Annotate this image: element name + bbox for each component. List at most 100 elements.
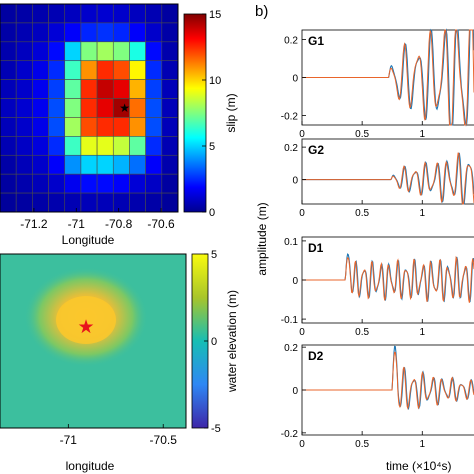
slip-cell <box>80 136 98 156</box>
slip-cell <box>64 60 82 80</box>
slip-cell <box>32 117 49 137</box>
waveform-panel-g2: 0 0.2 0 0.5 1 G2 <box>284 138 474 219</box>
slip-cell <box>161 154 178 175</box>
waveform-x-tick-label: 0 <box>299 208 305 219</box>
slip-colorbar-tick-label: 15 <box>209 9 221 21</box>
waveform-series-2 <box>302 255 474 303</box>
slip-cell <box>32 22 49 43</box>
water-x-tick-label: -70.5 <box>150 433 178 447</box>
waveform-x-tick-label: 1 <box>419 129 425 140</box>
slip-cell <box>112 60 130 80</box>
slip-cell <box>112 79 130 99</box>
slip-cell <box>129 4 146 24</box>
slip-cell <box>64 192 82 212</box>
slip-cell <box>0 154 17 175</box>
slip-cell <box>129 98 146 118</box>
slip-cell <box>64 98 82 118</box>
slip-cell <box>64 4 82 24</box>
slip-cell <box>32 79 49 99</box>
slip-cell <box>15 41 33 62</box>
waveform-x-tick-label: 0.5 <box>355 129 369 140</box>
slip-cell <box>0 173 17 194</box>
slip-cell <box>96 98 114 118</box>
waveform-y-tick-label: 0.2 <box>284 143 298 154</box>
slip-cell <box>32 41 49 62</box>
slip-cell <box>64 22 82 43</box>
slip-cell <box>0 60 17 80</box>
slip-cell <box>145 173 163 194</box>
waveform-x-tick-label: 0.5 <box>355 208 369 219</box>
slip-cell <box>145 98 163 118</box>
slip-cell <box>48 60 66 80</box>
slip-cell <box>112 4 130 24</box>
slip-cell <box>15 22 33 43</box>
waveform-x-tick-label: 1 <box>419 208 425 219</box>
slip-cell <box>96 22 114 43</box>
slip-cell <box>96 173 114 194</box>
slip-cell <box>96 79 114 99</box>
slip-cell <box>0 22 17 43</box>
slip-cell <box>80 117 98 137</box>
slip-cell <box>161 79 178 99</box>
waveform-panel-d1: -0.100.10 0.5 1D1 <box>281 236 474 338</box>
waveform-y-tick-label: 0.2 <box>284 343 298 354</box>
slip-cell <box>96 4 114 24</box>
slip-cell <box>96 117 114 137</box>
slip-colorbar-tick-label: 5 <box>209 141 215 153</box>
slip-cell <box>145 41 163 62</box>
slip-cell <box>48 98 66 118</box>
slip-cell <box>129 79 146 99</box>
water-x-tick-label: -71 <box>60 433 78 447</box>
slip-cell <box>80 22 98 43</box>
slip-cell <box>129 60 146 80</box>
waveform-x-tick-label: 0.5 <box>355 439 369 450</box>
slip-colorbar <box>183 13 207 213</box>
slip-cell <box>80 79 98 99</box>
time-x-label: time (×10⁴s) <box>386 459 452 473</box>
slip-cell <box>48 192 66 212</box>
slip-cell <box>64 41 82 62</box>
waveform-x-tick-label: 1 <box>419 439 425 450</box>
slip-cell <box>15 60 33 80</box>
waveform-panel-label: D2 <box>308 349 324 363</box>
slip-cell <box>145 154 163 175</box>
slip-cell <box>48 22 66 43</box>
slip-cell <box>145 79 163 99</box>
water-x-ticks: -71 -70.5 <box>60 424 178 447</box>
slip-cell <box>48 41 66 62</box>
slip-cell <box>0 4 17 24</box>
slip-cell <box>112 117 130 137</box>
slip-cell <box>64 173 82 194</box>
slip-cell <box>48 117 66 137</box>
slip-colorbar-ticks: 0 5 10 15 <box>202 9 221 219</box>
slip-cell <box>64 154 82 175</box>
water-colorbar-tick-label: 5 <box>211 249 217 261</box>
water-elevation-map <box>0 254 186 428</box>
waveform-y-tick-label: 0 <box>292 386 298 397</box>
waveform-panel-label: D1 <box>308 241 324 255</box>
slip-cell <box>161 41 178 62</box>
slip-cell <box>129 117 146 137</box>
slip-cell <box>48 79 66 99</box>
epicenter-star-icon: ★ <box>119 101 130 115</box>
slip-x-tick-label: -71 <box>68 217 86 231</box>
waveform-panel-label: G1 <box>308 34 324 48</box>
slip-cell <box>80 154 98 175</box>
waveform-y-tick-label: -0.2 <box>281 429 299 440</box>
slip-cell <box>80 98 98 118</box>
slip-x-tick-label: -70.8 <box>105 217 133 231</box>
water-elevation-core <box>56 296 116 344</box>
panel-b-label: b) <box>255 3 268 20</box>
slip-cell <box>161 4 178 24</box>
slip-cell <box>129 173 146 194</box>
slip-cell <box>96 154 114 175</box>
slip-cell <box>15 98 33 118</box>
slip-cell <box>0 41 17 62</box>
slip-cell <box>15 4 33 24</box>
waveform-x-tick-label: 0 <box>299 129 305 140</box>
slip-cell <box>96 192 114 212</box>
slip-cell <box>145 117 163 137</box>
slip-cell <box>112 192 130 212</box>
waveform-y-tick-label: 0.2 <box>284 36 298 47</box>
